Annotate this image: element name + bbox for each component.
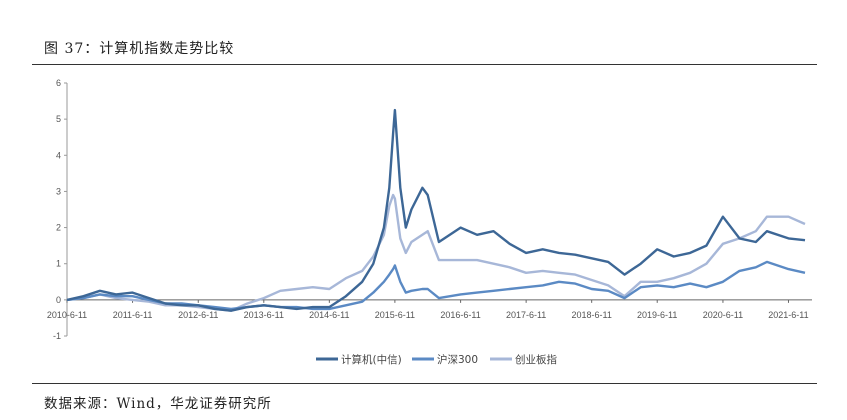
x-tick-label: 2013-6-11 xyxy=(244,310,284,320)
x-tick-label: 2017-6-11 xyxy=(506,310,546,320)
x-tick-label: 2014-6-11 xyxy=(309,310,349,320)
x-tick-label: 2015-6-11 xyxy=(375,310,415,320)
source-divider xyxy=(32,383,817,384)
x-tick-label: 2021-6-11 xyxy=(768,310,808,320)
legend: 计算机(中信) 沪深300 创业板指 xyxy=(316,353,557,366)
x-tick-label: 2018-6-11 xyxy=(571,310,611,320)
legend-label: 创业板指 xyxy=(515,353,557,366)
x-tick-label: 2016-6-11 xyxy=(440,310,480,320)
y-tick-label: -1 xyxy=(53,331,61,341)
axis-layer: -1 0 1 2 3 4 5 6 2010-6-11 2011-6-11 2012-6-11 2013… xyxy=(47,78,812,341)
title-divider xyxy=(32,64,817,65)
y-tick-label: 2 xyxy=(56,223,61,233)
y-tick-label: 6 xyxy=(56,78,61,88)
x-tick-label: 2019-6-11 xyxy=(637,310,677,320)
y-tick-label: 0 xyxy=(56,295,61,305)
x-tick-label: 2010-6-11 xyxy=(47,310,87,320)
y-tick-label: 1 xyxy=(56,259,61,269)
y-tick-label: 5 xyxy=(56,114,61,124)
figure-title: 图 37：计算机指数走势比较 xyxy=(44,41,235,57)
series-line-2 xyxy=(66,193,806,312)
y-tick-label: 4 xyxy=(56,150,61,160)
y-tick-label: 3 xyxy=(56,186,61,196)
source-note: 数据来源：Wind，华龙证券研究所 xyxy=(44,396,272,412)
series-layer xyxy=(66,108,806,312)
series-line-0 xyxy=(66,108,806,312)
legend-label: 计算机(中信) xyxy=(341,353,402,366)
series-line-1 xyxy=(66,260,806,311)
x-tick-label: 2011-6-11 xyxy=(113,310,153,320)
x-tick-label: 2020-6-11 xyxy=(703,310,743,320)
x-tick-label: 2012-6-11 xyxy=(178,310,218,320)
legend-label: 沪深300 xyxy=(437,353,478,366)
